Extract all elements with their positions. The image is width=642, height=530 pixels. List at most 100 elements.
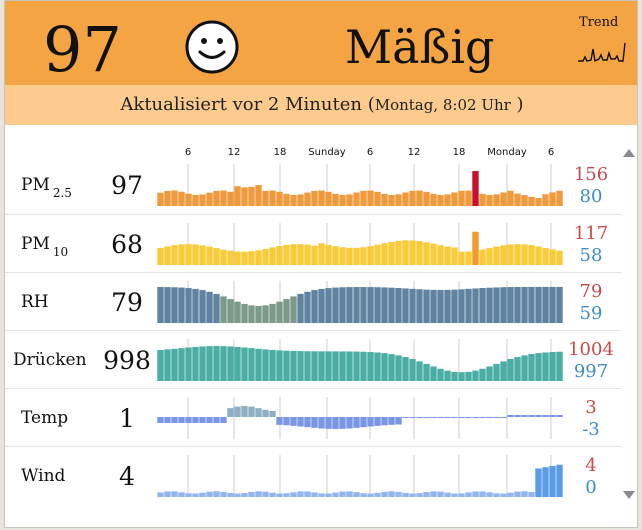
history-bar — [402, 417, 409, 418]
history-bar — [262, 248, 269, 265]
history-bar — [493, 287, 500, 323]
history-bar — [472, 370, 479, 381]
history-bar — [542, 467, 549, 497]
history-bar — [234, 493, 241, 497]
history-bar — [185, 244, 192, 265]
history-bar — [486, 417, 493, 418]
history-bar — [227, 408, 234, 417]
trend-button[interactable]: Trend — [573, 11, 633, 73]
history-bar — [220, 249, 227, 265]
history-bar — [381, 491, 388, 497]
scrollbar[interactable] — [621, 127, 637, 527]
row-min: 59 — [579, 303, 603, 324]
history-bar — [353, 351, 360, 381]
history-bar — [234, 251, 241, 265]
row-temp[interactable]: Temp 1 3 -3 — [5, 388, 621, 447]
history-bar — [367, 352, 374, 381]
history-bar — [213, 417, 220, 423]
history-bar — [248, 186, 255, 206]
history-bar — [241, 303, 248, 323]
history-bar — [409, 288, 416, 323]
history-bar — [416, 289, 423, 323]
scroll-up-arrow-icon[interactable] — [623, 149, 635, 157]
history-bar — [290, 296, 297, 323]
history-bar — [465, 371, 472, 381]
history-bar — [535, 353, 542, 381]
row-pressure[interactable]: Drücken 998 1004 997 — [5, 330, 621, 389]
history-bar — [430, 417, 437, 418]
history-bar — [535, 198, 542, 206]
history-bar — [374, 244, 381, 265]
history-bar — [472, 171, 479, 206]
axis-label: Monday — [487, 147, 527, 158]
history-bar — [199, 492, 206, 497]
history-bar — [556, 415, 563, 417]
axis-label: 18 — [273, 147, 287, 158]
history-bar — [220, 417, 227, 423]
history-bar — [353, 417, 360, 428]
history-bar — [339, 287, 346, 323]
history-bar — [402, 357, 409, 381]
history-bar — [339, 491, 346, 497]
history-bar — [164, 491, 171, 497]
row-pm25[interactable]: PM 2.5 97 156 80 — [5, 156, 621, 214]
history-bar — [479, 193, 486, 206]
row-max: 4 — [585, 455, 597, 476]
history-bar — [430, 193, 437, 206]
history-bar — [388, 491, 395, 497]
history-bar — [157, 349, 164, 381]
history-bar — [381, 417, 388, 426]
history-bar — [325, 191, 332, 206]
history-bar — [262, 491, 269, 497]
history-bar — [199, 417, 206, 423]
history-bar — [444, 194, 451, 206]
history-bar — [192, 194, 199, 206]
history-bar — [444, 370, 451, 381]
history-bar — [360, 493, 367, 497]
time-axis: 6 12 18 Sunday 6 12 18 Monday 6 — [157, 147, 563, 163]
history-bar — [465, 190, 472, 206]
history-bar — [171, 190, 178, 206]
history-bar — [402, 492, 409, 497]
history-bar — [262, 305, 269, 323]
row-rh[interactable]: RH 79 79 59 — [5, 272, 621, 331]
history-bar — [423, 242, 430, 265]
wind-history-chart — [157, 455, 563, 497]
row-wind[interactable]: Wind 4 4 0 — [5, 446, 621, 505]
history-bar — [556, 250, 563, 265]
history-bar — [381, 193, 388, 206]
scroll-down-arrow-icon[interactable] — [623, 491, 635, 499]
history-bar — [332, 492, 339, 497]
axis-label: 6 — [184, 147, 192, 158]
history-bar — [458, 251, 465, 265]
pm10-history-chart — [157, 223, 563, 265]
row-pm10[interactable]: PM 10 68 117 58 — [5, 214, 621, 273]
row-value: 79 — [111, 287, 143, 317]
history-bar — [213, 346, 220, 381]
history-bar — [311, 351, 318, 381]
history-bar — [549, 249, 556, 265]
history-bar — [346, 247, 353, 265]
history-bar — [171, 245, 178, 265]
history-bar — [325, 288, 332, 323]
pm25-history-chart — [157, 164, 563, 206]
history-bar — [514, 244, 521, 265]
history-bar — [542, 286, 549, 323]
history-bar — [528, 491, 535, 497]
history-bar — [220, 296, 227, 323]
history-bar — [283, 193, 290, 206]
history-bar — [325, 493, 332, 497]
history-bar — [556, 351, 563, 381]
axis-label: 6 — [547, 147, 555, 158]
history-bar — [367, 493, 374, 497]
history-bar — [556, 464, 563, 497]
history-bar — [535, 415, 542, 417]
history-bar — [514, 193, 521, 206]
history-bar — [430, 366, 437, 381]
aqi-level-text: Mäßig — [345, 20, 495, 74]
history-bar — [479, 249, 486, 265]
history-bar — [178, 191, 185, 206]
history-bar — [332, 246, 339, 265]
row-value: 68 — [111, 229, 143, 259]
history-bar — [549, 465, 556, 497]
